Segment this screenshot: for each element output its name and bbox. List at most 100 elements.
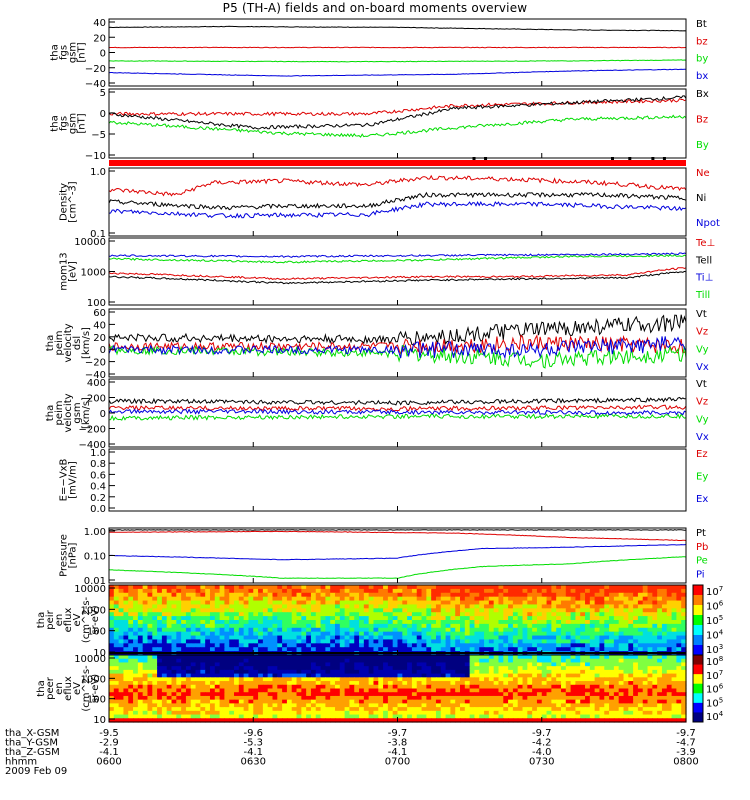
heatmap-cell bbox=[594, 718, 601, 723]
heatmap-cell bbox=[604, 639, 610, 644]
heatmap-cell bbox=[282, 647, 288, 652]
heatmap-cell bbox=[532, 707, 538, 712]
heatmap-cell bbox=[161, 608, 168, 613]
heatmap-cell bbox=[373, 681, 379, 686]
heatmap-cell bbox=[589, 604, 596, 609]
heatmap-cell bbox=[652, 707, 658, 712]
heatmap-cell bbox=[585, 655, 591, 660]
heatmap-cell bbox=[339, 604, 346, 609]
x-column-value: -9.7 bbox=[532, 728, 552, 739]
heatmap-cell bbox=[147, 695, 153, 701]
heatmap-cell bbox=[503, 662, 509, 667]
heatmap-cell bbox=[238, 658, 245, 664]
heatmap-cell bbox=[262, 658, 269, 664]
heatmap-cell bbox=[310, 612, 317, 617]
heatmap-cell bbox=[657, 658, 663, 664]
x-row-label: tha_Y-GSM bbox=[5, 738, 58, 749]
heatmap-cell bbox=[416, 639, 423, 644]
heatmap-cell bbox=[474, 592, 480, 598]
heatmap-cell bbox=[426, 639, 432, 644]
heatmap-cell bbox=[161, 588, 168, 594]
heatmap-cell bbox=[681, 612, 687, 617]
heatmap-cell bbox=[565, 627, 572, 633]
heatmap-cell bbox=[359, 635, 365, 641]
heatmap-cell bbox=[613, 707, 620, 712]
heatmap-cell bbox=[618, 620, 625, 625]
heatmap-cell bbox=[267, 596, 274, 602]
heatmap-cell bbox=[628, 673, 634, 678]
heatmap-cell bbox=[320, 604, 326, 609]
heatmap-cell bbox=[416, 699, 423, 704]
heatmap-cell bbox=[445, 677, 451, 682]
heatmap-cell bbox=[344, 612, 351, 617]
heatmap-cell bbox=[258, 612, 264, 617]
heatmap-cell bbox=[493, 592, 500, 598]
heatmap-cell bbox=[195, 604, 201, 609]
heatmap-cell bbox=[334, 612, 341, 617]
heatmap-cell bbox=[450, 623, 456, 629]
heatmap-cell bbox=[310, 588, 317, 594]
heatmap-cell bbox=[383, 681, 389, 686]
heatmap-cell bbox=[123, 718, 129, 723]
heatmap-cell bbox=[431, 681, 437, 686]
heatmap-cell bbox=[282, 684, 288, 690]
heatmap-cell bbox=[493, 596, 500, 602]
heatmap-cell bbox=[551, 703, 557, 708]
heatmap-cell bbox=[493, 707, 500, 712]
heatmap-cell bbox=[570, 692, 577, 697]
heatmap-cell bbox=[556, 666, 562, 671]
heatmap-cell bbox=[604, 620, 610, 625]
heatmap-cell bbox=[666, 627, 673, 633]
heatmap-cell bbox=[334, 684, 341, 690]
heatmap-cell bbox=[373, 692, 379, 697]
heatmap-cell bbox=[234, 616, 240, 621]
heatmap-cell bbox=[262, 585, 269, 590]
heatmap-cell bbox=[315, 604, 322, 609]
heatmap-cell bbox=[185, 677, 192, 682]
heatmap-cell bbox=[623, 639, 629, 644]
heatmap-cell bbox=[272, 631, 278, 637]
heatmap-cell bbox=[628, 684, 634, 690]
heatmap-cell bbox=[344, 604, 351, 609]
heatmap-cell bbox=[325, 612, 331, 617]
heatmap-cell bbox=[253, 718, 259, 723]
x-column-value: -9.7 bbox=[676, 728, 696, 739]
heatmap-cell bbox=[123, 703, 129, 708]
heatmap-cell bbox=[628, 592, 634, 598]
heatmap-cell bbox=[450, 703, 456, 708]
heatmap-cell bbox=[532, 608, 538, 613]
heatmap-cell bbox=[315, 681, 322, 686]
heatmap-cell bbox=[209, 639, 216, 644]
heatmap-cell bbox=[320, 699, 326, 704]
heatmap-cell bbox=[570, 695, 577, 701]
heatmap-cell bbox=[359, 677, 365, 682]
heatmap-cell bbox=[368, 616, 375, 621]
heatmap-cell bbox=[267, 612, 274, 617]
colorbar-label: 106 bbox=[706, 683, 724, 696]
heatmap-cell bbox=[498, 658, 504, 664]
heatmap-cell bbox=[488, 666, 495, 671]
heatmap-cell bbox=[426, 688, 432, 693]
heatmap-cell bbox=[387, 635, 394, 641]
heatmap-cell bbox=[551, 585, 557, 590]
series-line-Vx bbox=[108, 336, 687, 360]
heatmap-cell bbox=[637, 643, 644, 648]
heatmap-cell bbox=[392, 695, 399, 701]
heatmap-cell bbox=[527, 616, 533, 621]
heatmap-cell bbox=[315, 673, 322, 678]
heatmap-cell bbox=[142, 718, 149, 723]
heatmap-cell bbox=[171, 703, 177, 708]
heatmap-cell bbox=[570, 718, 577, 723]
heatmap-cell bbox=[229, 639, 235, 644]
heatmap-cell bbox=[628, 585, 634, 590]
heatmap-cell bbox=[306, 714, 312, 719]
heatmap-cell bbox=[517, 688, 524, 693]
heatmap-cell bbox=[556, 692, 562, 697]
heatmap-cell bbox=[532, 699, 538, 704]
heatmap-cell bbox=[637, 600, 644, 606]
heatmap-cell bbox=[128, 666, 134, 671]
heatmap-cell bbox=[455, 655, 461, 660]
heatmap-cell bbox=[306, 703, 312, 708]
heatmap-cell bbox=[349, 681, 355, 686]
